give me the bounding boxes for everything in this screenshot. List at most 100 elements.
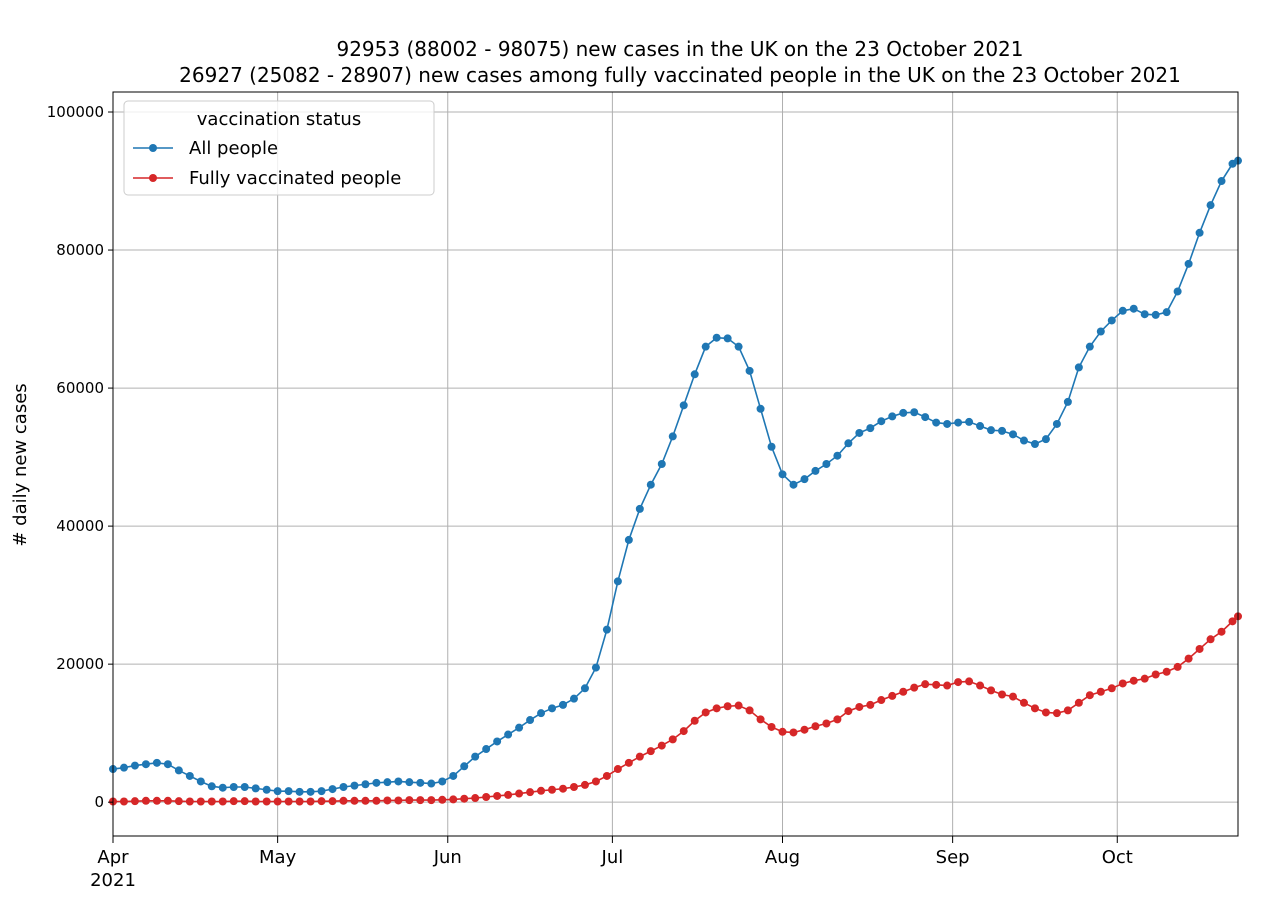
point [339,796,348,805]
point [515,789,524,798]
point [218,797,227,806]
point [1074,363,1083,372]
x-tick-label: Jun [433,847,462,868]
point [1184,259,1193,268]
point [207,797,216,806]
point [438,777,447,786]
point [537,709,546,718]
point [987,426,996,435]
point [701,708,710,717]
point [1074,698,1083,707]
point [1195,228,1204,237]
point [1118,306,1127,315]
point [449,795,458,804]
point [745,366,754,375]
point [229,782,238,791]
point [174,766,183,775]
point [910,683,919,692]
point [163,760,172,769]
point [690,716,699,725]
point [1052,419,1061,428]
point [888,412,897,421]
point [899,687,908,696]
point [646,480,655,489]
point [515,723,524,732]
point [1151,310,1160,319]
point [635,504,644,513]
point [317,797,326,806]
point [1206,635,1215,644]
y-tick-label: 60000 [56,379,104,397]
y-axis-label: # daily new cases [10,383,31,546]
series-line [112,159,1239,793]
point [921,413,930,422]
point [1063,706,1072,715]
point [778,727,787,736]
point [723,702,732,711]
point [591,777,600,786]
y-tick-label: 100000 [47,103,104,121]
point [196,777,205,786]
point [284,797,293,806]
point [1052,709,1061,718]
point [350,796,359,805]
point [526,716,535,725]
point [1107,684,1116,693]
point [372,796,381,805]
point [613,765,622,774]
y-tick-label: 40000 [56,517,104,535]
point [152,796,161,805]
point [1129,304,1138,313]
point [569,694,578,703]
point [800,475,809,484]
point [1085,342,1094,351]
point [130,797,139,806]
point [174,797,183,806]
point [1096,327,1105,336]
point [1096,687,1105,696]
point [1085,691,1094,700]
point [657,460,666,468]
point [383,796,392,805]
point [504,730,513,739]
point [866,424,875,433]
point [877,696,886,705]
point [1162,667,1171,676]
point [1019,698,1028,707]
point [119,797,128,806]
point [844,439,853,448]
point [1030,704,1039,713]
plot-area [109,156,1242,806]
point [317,787,326,796]
point [295,797,304,806]
point [306,797,315,806]
point [866,700,875,709]
point [1009,692,1017,701]
point [580,780,589,789]
point [152,758,161,767]
point [888,691,897,700]
point [811,722,820,731]
point [273,797,282,806]
point [1140,674,1149,683]
point [328,797,337,806]
point [1041,708,1050,717]
point [855,702,864,711]
point [613,577,622,586]
point [438,795,447,804]
point [602,625,611,634]
y-tick-label: 20000 [56,655,104,673]
point [1217,177,1226,186]
point [240,797,249,806]
point [591,663,600,672]
point [262,785,271,794]
axes-frame [112,91,1239,837]
point [690,370,699,379]
point [306,787,315,796]
point [943,681,952,690]
point [1173,287,1182,296]
point [910,408,919,417]
x-tick-label: Oct [1102,847,1133,868]
y-tick-label: 0 [94,793,104,811]
point [471,794,480,803]
